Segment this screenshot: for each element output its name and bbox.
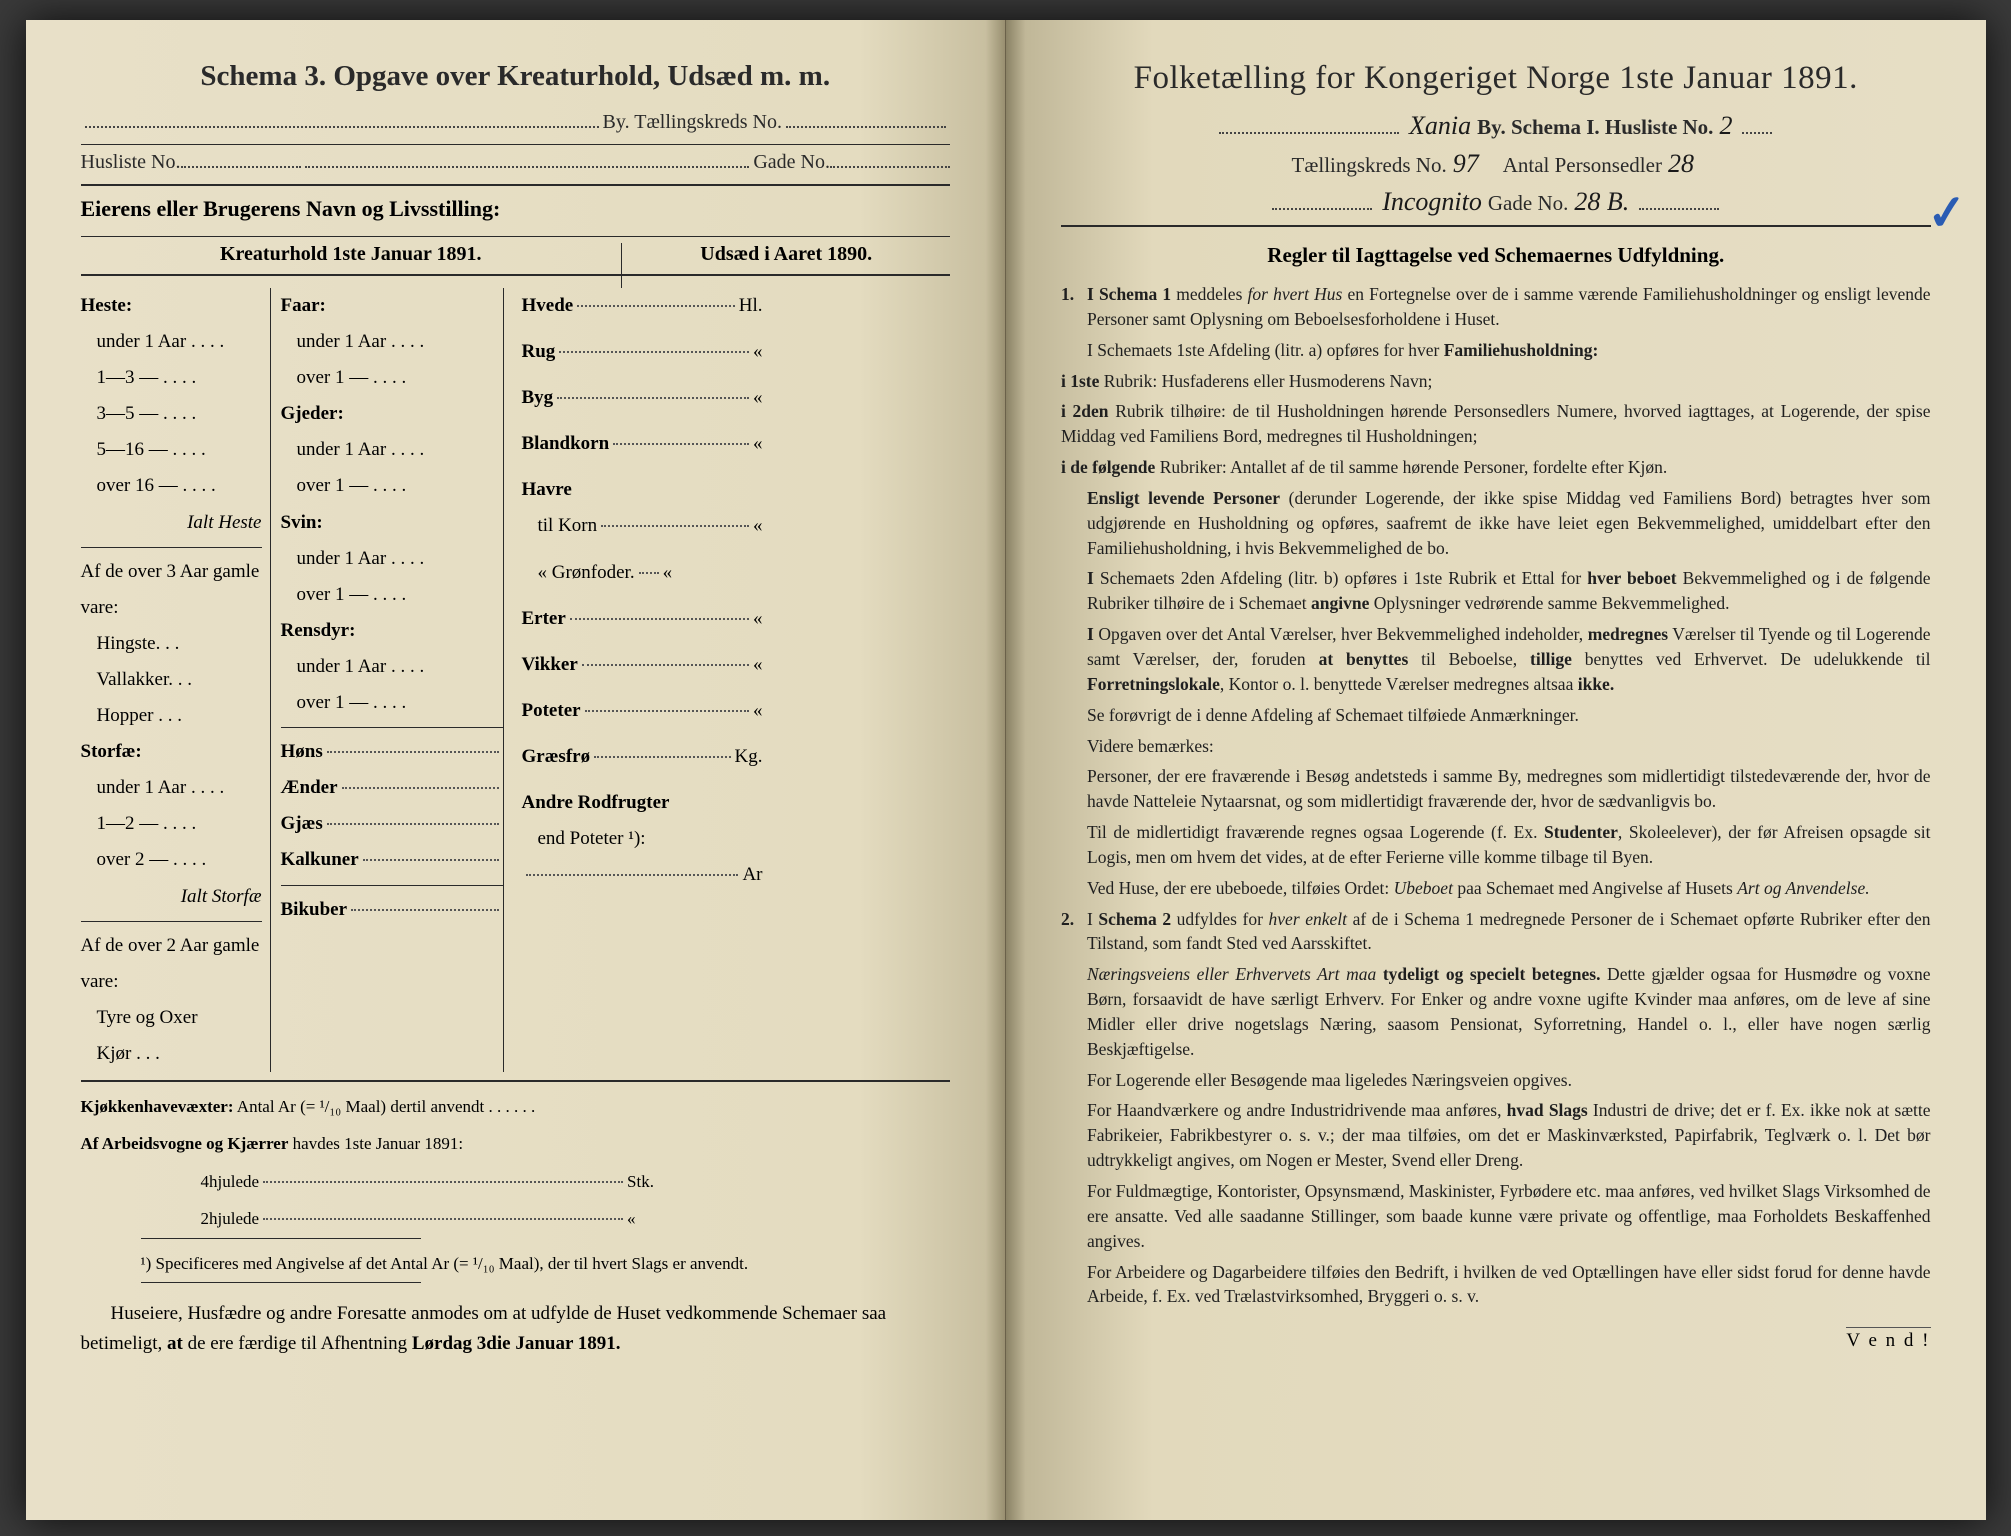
tk-handwritten: 97: [1447, 149, 1485, 179]
street-handwritten: Incognito: [1376, 187, 1488, 217]
footnote-1: ¹) Specificeres med Angivelse af det Ant…: [81, 1251, 951, 1277]
schema3-title: Schema 3. Opgave over Kreaturhold, Udsæd…: [81, 60, 951, 93]
faar-head: Faar:: [281, 288, 503, 324]
heste-head: Heste:: [81, 288, 262, 324]
by-schema-line: Xania By. Schema I. Husliste No. 2: [1061, 111, 1931, 141]
udsaed-heading: Udsæd i Aaret 1890.: [622, 243, 950, 276]
husliste-handwritten: 2: [1713, 111, 1738, 141]
rules-body: 1.I Schema 1 meddeles for hvert Hus en F…: [1061, 282, 1931, 1309]
gjeder-head: Gjeder:: [281, 396, 503, 432]
right-page: ✓ Folketælling for Kongeriget Norge 1ste…: [1006, 20, 1986, 1520]
rodfrugter-head: Andre Rodfrugter: [522, 785, 763, 821]
livestock-table: Heste: under 1 Aar . . . . 1—3 — . . . .…: [81, 288, 951, 1072]
city-handwritten: Xania: [1403, 111, 1477, 141]
kreatur-heading: Kreaturhold 1ste Januar 1891.: [81, 243, 621, 276]
owner-label: Eierens eller Brugerens Navn og Livsstil…: [81, 196, 951, 222]
gade-line: Incognito Gade No. 28 B.: [1061, 187, 1931, 217]
husliste-label: Husliste No.: [81, 151, 181, 174]
by-tk-line: By. Tællingskreds No.: [81, 111, 951, 134]
left-page: Schema 3. Opgave over Kreaturhold, Udsæd…: [26, 20, 1007, 1520]
kjokken-line: Kjøkkenhavevæxter: Antal Ar (= ¹/₁₀ Maal…: [81, 1094, 951, 1120]
svin-head: Svin:: [281, 505, 503, 541]
gadeno-handwritten: 28 B.: [1568, 187, 1635, 217]
open-book: Schema 3. Opgave over Kreaturhold, Udsæd…: [26, 20, 1986, 1520]
personsedler-handwritten: 28: [1662, 149, 1700, 179]
havre-head: Havre: [522, 472, 763, 508]
vend-label: V e n d !: [1846, 1327, 1930, 1352]
rules-heading: Regler til Iagttagelse ved Schemaernes U…: [1061, 243, 1931, 268]
census-title: Folketælling for Kongeriget Norge 1ste J…: [1061, 60, 1931, 97]
notice-paragraph: Huseiere, Husfædre og andre Foresatte an…: [81, 1299, 951, 1358]
rensdyr-head: Rensdyr:: [281, 613, 503, 649]
storfae-head: Storfæ:: [81, 734, 262, 770]
check-mark: ✓: [1925, 183, 1970, 242]
gade-label: Gade No.: [753, 151, 830, 174]
husliste-gade-line: Husliste No. Gade No.: [81, 151, 951, 174]
by-label: By. Tællingskreds No.: [603, 111, 782, 134]
tk-ap-line: Tællingskreds No. 97 Antal Personsedler …: [1061, 149, 1931, 179]
arbeidsvogne-line: Af Arbeidsvogne og Kjærrer havdes 1ste J…: [81, 1131, 951, 1157]
